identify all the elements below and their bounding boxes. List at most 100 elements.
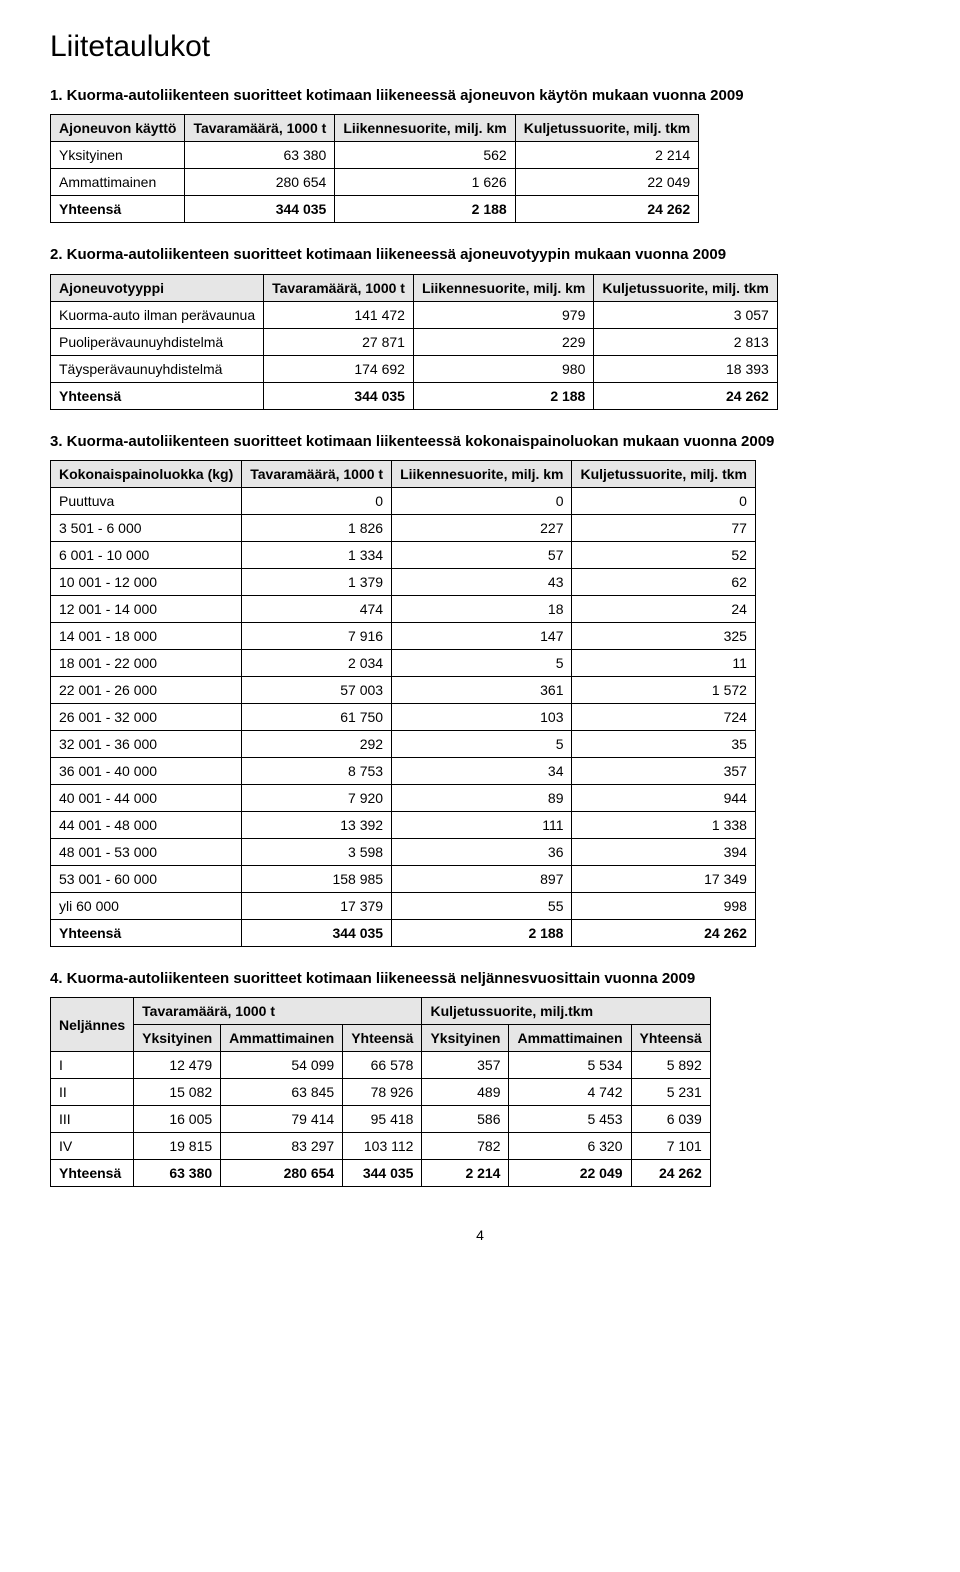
cell: 36 (392, 838, 572, 865)
cell: 34 (392, 757, 572, 784)
table-header: Tavaramäärä, 1000 t (264, 274, 414, 301)
cell: 111 (392, 811, 572, 838)
table-row: 40 001 - 44 0007 92089944 (51, 784, 756, 811)
table4-heading: 4. Kuorma-autoliikenteen suoritteet koti… (50, 969, 910, 989)
row-label: III (51, 1106, 134, 1133)
cell: 13 392 (242, 811, 392, 838)
cell: 344 035 (242, 919, 392, 946)
cell: 474 (242, 595, 392, 622)
row-label: Yhteensä (51, 919, 242, 946)
cell: 1 826 (242, 514, 392, 541)
table-row: Puoliperävaunuyhdistelmä27 8712292 813 (51, 328, 778, 355)
table-header: Kuljetussuorite, milj. tkm (594, 274, 777, 301)
table-header: Liikennesuorite, milj. km (413, 274, 593, 301)
cell: 394 (572, 838, 755, 865)
row-label: 26 001 - 32 000 (51, 703, 242, 730)
row-label: 32 001 - 36 000 (51, 730, 242, 757)
table-header: Kuljetussuorite, milj. tkm (572, 460, 755, 487)
table-header: Ajoneuvotyyppi (51, 274, 264, 301)
cell: 980 (413, 355, 593, 382)
cell: 5 231 (631, 1079, 710, 1106)
cell: 79 414 (221, 1106, 343, 1133)
table-row: 6 001 - 10 0001 3345752 (51, 541, 756, 568)
cell: 562 (335, 142, 515, 169)
cell: 78 926 (343, 1079, 422, 1106)
table-row: Yhteensä63 380280 654344 0352 21422 0492… (51, 1160, 711, 1187)
cell: 998 (572, 892, 755, 919)
cell: 6 320 (509, 1133, 631, 1160)
cell: 6 039 (631, 1106, 710, 1133)
table-header: Tavaramäärä, 1000 t (185, 115, 335, 142)
cell: 361 (392, 676, 572, 703)
table-row: 44 001 - 48 00013 3921111 338 (51, 811, 756, 838)
table-subheader: Yhteensä (343, 1025, 422, 1052)
cell: 52 (572, 541, 755, 568)
document-page: Liitetaulukot 1. Kuorma-autoliikenteen s… (0, 0, 960, 1283)
cell: 61 750 (242, 703, 392, 730)
cell: 357 (422, 1052, 509, 1079)
cell: 95 418 (343, 1106, 422, 1133)
cell: 979 (413, 301, 593, 328)
cell: 18 393 (594, 355, 777, 382)
row-label: Ammattimainen (51, 169, 185, 196)
cell: 1 572 (572, 676, 755, 703)
cell: 27 871 (264, 328, 414, 355)
cell: 63 380 (134, 1160, 221, 1187)
cell: 24 (572, 595, 755, 622)
row-label: Yhteensä (51, 196, 185, 223)
cell: 147 (392, 622, 572, 649)
cell: 15 082 (134, 1079, 221, 1106)
row-label: 10 001 - 12 000 (51, 568, 242, 595)
row-label: 40 001 - 44 000 (51, 784, 242, 811)
cell: 17 379 (242, 892, 392, 919)
table-row: 32 001 - 36 000292535 (51, 730, 756, 757)
cell: 586 (422, 1106, 509, 1133)
cell: 5 892 (631, 1052, 710, 1079)
cell: 1 334 (242, 541, 392, 568)
table-row: 18 001 - 22 0002 034511 (51, 649, 756, 676)
table-row: 3 501 - 6 0001 82622777 (51, 514, 756, 541)
cell: 724 (572, 703, 755, 730)
cell: 24 262 (631, 1160, 710, 1187)
row-label: 36 001 - 40 000 (51, 757, 242, 784)
cell: 54 099 (221, 1052, 343, 1079)
row-label: Kuorma-auto ilman perävaunua (51, 301, 264, 328)
cell: 229 (413, 328, 593, 355)
cell: 63 845 (221, 1079, 343, 1106)
cell: 11 (572, 649, 755, 676)
cell: 357 (572, 757, 755, 784)
row-label: Täysperävaunuyhdistelmä (51, 355, 264, 382)
cell: 24 262 (515, 196, 698, 223)
cell: 77 (572, 514, 755, 541)
cell: 0 (392, 487, 572, 514)
cell: 7 101 (631, 1133, 710, 1160)
cell: 0 (242, 487, 392, 514)
cell: 7 920 (242, 784, 392, 811)
cell: 5 (392, 730, 572, 757)
row-label: 53 001 - 60 000 (51, 865, 242, 892)
cell: 344 035 (185, 196, 335, 223)
cell: 325 (572, 622, 755, 649)
cell: 280 654 (221, 1160, 343, 1187)
cell: 16 005 (134, 1106, 221, 1133)
row-label: yli 60 000 (51, 892, 242, 919)
table-header: Ajoneuvon käyttö (51, 115, 185, 142)
cell: 18 (392, 595, 572, 622)
row-label: 44 001 - 48 000 (51, 811, 242, 838)
row-label: Yksityinen (51, 142, 185, 169)
cell: 2 813 (594, 328, 777, 355)
cell: 7 916 (242, 622, 392, 649)
table-row: Ammattimainen280 6541 62622 049 (51, 169, 699, 196)
cell: 782 (422, 1133, 509, 1160)
table-header: Kuljetussuorite, milj. tkm (515, 115, 698, 142)
cell: 57 (392, 541, 572, 568)
cell: 944 (572, 784, 755, 811)
row-label: 12 001 - 14 000 (51, 595, 242, 622)
row-label: Yhteensä (51, 1160, 134, 1187)
cell: 227 (392, 514, 572, 541)
cell: 89 (392, 784, 572, 811)
table-row: IV19 81583 297103 1127826 3207 101 (51, 1133, 711, 1160)
cell: 0 (572, 487, 755, 514)
cell: 2 188 (392, 919, 572, 946)
table-row: 14 001 - 18 0007 916147325 (51, 622, 756, 649)
